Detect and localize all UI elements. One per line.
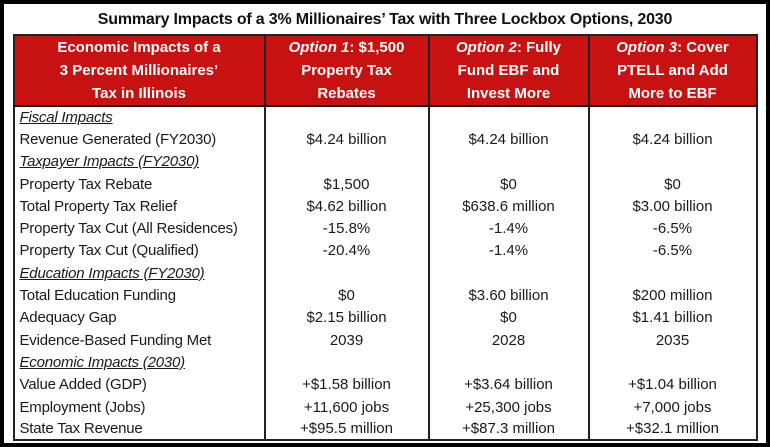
row-label: Adequacy Gap [19, 309, 117, 327]
row-label: State Tax Revenue [19, 420, 143, 438]
value-cell: -1.4% [427, 239, 589, 263]
row-label: Revenue Generated (FY2030) [19, 130, 217, 148]
value-cell: +$87.3 million [427, 418, 589, 441]
value-cell [263, 106, 429, 129]
table-title: Summary Impacts of a 3% Millionaires’ Ta… [97, 11, 673, 28]
option-3-prefix: Option 3 [616, 39, 678, 56]
option-2-description: : Fully Fund EBF and Invest More [457, 39, 561, 102]
table-row: Value Added (GDP) +$1.58 billion +$3.64 bi… [14, 373, 757, 396]
table-row: State Tax Revenue +$95.5 million +$87.3 mi… [14, 418, 757, 441]
value-cell [263, 150, 429, 173]
section-row: Taxpayer Impacts (FY2030) [14, 150, 757, 173]
header-cell-option-3: Option 3: Cover PTELL and Add More to EB… [587, 35, 757, 107]
value-cell: $3.60 billion [427, 284, 589, 307]
value-cell: $4.24 billion [587, 128, 757, 151]
value-cell: +$1.58 billion [263, 373, 429, 396]
value-cell: $0 [587, 172, 757, 196]
table-row: Revenue Generated (FY2030) $4.24 billion $… [14, 128, 757, 151]
header-row: Economic Impacts of a 3 Percent Milliona… [13, 35, 757, 107]
value-cell: $1.41 billion [587, 306, 757, 329]
value-cell: $200 million [587, 284, 757, 307]
value-cell [587, 262, 757, 285]
value-cell: $638.6 million [427, 195, 589, 218]
section-label: Fiscal Impacts [19, 109, 113, 127]
value-cell [427, 106, 589, 129]
value-cell: $4.62 billion [263, 195, 429, 218]
value-cell: $2.15 billion [263, 306, 429, 329]
value-cell [427, 150, 589, 173]
value-cell: $0 [427, 172, 589, 196]
table-row: Evidence-Based Funding Met 2039 2028 2035 [14, 328, 757, 352]
value-cell: -6.5% [587, 239, 757, 263]
table-row: Adequacy Gap $2.15 billion $0 $1.41 billion [14, 306, 757, 329]
section-label: Economic Impacts (2030) [19, 353, 186, 371]
value-cell: 2035 [587, 328, 757, 352]
value-cell: -6.5% [587, 217, 757, 240]
row-label: Total Property Tax Relief [19, 197, 178, 215]
row-label: Property Tax Rebate [19, 175, 153, 193]
option-1-prefix: Option 1 [288, 39, 350, 56]
value-cell [427, 262, 589, 285]
header-cell-option-1: Option 1: $1,500 Property Tax Rebates [263, 35, 429, 107]
value-cell [587, 351, 757, 374]
summary-impacts-table: Economic Impacts of a 3 Percent Milliona… [12, 34, 758, 442]
table-row: Property Tax Cut (All Residences) -15.8% -… [14, 217, 757, 240]
value-cell: $3.00 billion [587, 195, 757, 218]
table-row: Property Tax Cut (Qualified) -20.4% -1.4% -… [14, 239, 757, 263]
value-cell: 2028 [427, 328, 589, 352]
table-row: Employment (Jobs) +11,600 jobs +25,300 job… [14, 395, 757, 419]
row-label: Value Added (GDP) [19, 376, 147, 394]
row-label: Total Education Funding [19, 287, 177, 305]
row-label: Employment (Jobs) [19, 398, 146, 416]
row-label: Evidence-Based Funding Met [19, 331, 212, 349]
option-3-description: : Cover PTELL and Add More to EBF [617, 39, 729, 102]
section-row: Economic Impacts (2030) [14, 351, 757, 374]
value-cell: $0 [427, 306, 589, 329]
value-cell: $1,500 [263, 172, 429, 196]
value-cell: +7,000 jobs [587, 395, 757, 419]
section-row: Fiscal Impacts [14, 106, 757, 129]
value-cell [263, 351, 429, 374]
value-cell: +$32.1 million [587, 418, 757, 441]
section-label: Education Impacts (FY2030) [19, 264, 205, 282]
value-cell [587, 106, 757, 129]
table-row: Total Education Funding $0 $3.60 billion $2… [14, 284, 757, 307]
value-cell: -15.8% [263, 217, 429, 240]
row-label: Property Tax Cut (All Residences) [19, 220, 238, 238]
row-label: Property Tax Cut (Qualified) [19, 242, 199, 260]
value-cell: $4.24 billion [263, 128, 429, 151]
value-cell [587, 150, 757, 173]
section-label: Taxpayer Impacts (FY2030) [19, 153, 200, 171]
value-cell: -20.4% [263, 239, 429, 263]
value-cell: $0 [263, 284, 429, 307]
value-cell: -1.4% [427, 217, 589, 240]
value-cell: 2039 [263, 328, 429, 352]
header-cell-row-labels: Economic Impacts of a 3 Percent Milliona… [13, 35, 265, 107]
header-cell-option-2: Option 2: Fully Fund EBF and Invest More [427, 35, 589, 107]
value-cell [263, 262, 429, 285]
value-cell: +11,600 jobs [263, 395, 429, 419]
value-cell: +25,300 jobs [427, 395, 589, 419]
option-2-prefix: Option 2 [456, 39, 517, 56]
value-cell: +$3.64 billion [427, 373, 589, 396]
value-cell: +$1.04 billion [587, 373, 757, 396]
value-cell: $4.24 billion [427, 128, 589, 151]
value-cell: +$95.5 million [263, 418, 429, 441]
section-row: Education Impacts (FY2030) [14, 262, 757, 285]
option-1-description: : $1,500 Property Tax Rebates [301, 39, 405, 102]
table-row: Total Property Tax Relief $4.62 billion $6… [14, 195, 757, 218]
value-cell [427, 351, 589, 374]
table-row: Property Tax Rebate $1,500 $0 $0 [14, 172, 757, 196]
